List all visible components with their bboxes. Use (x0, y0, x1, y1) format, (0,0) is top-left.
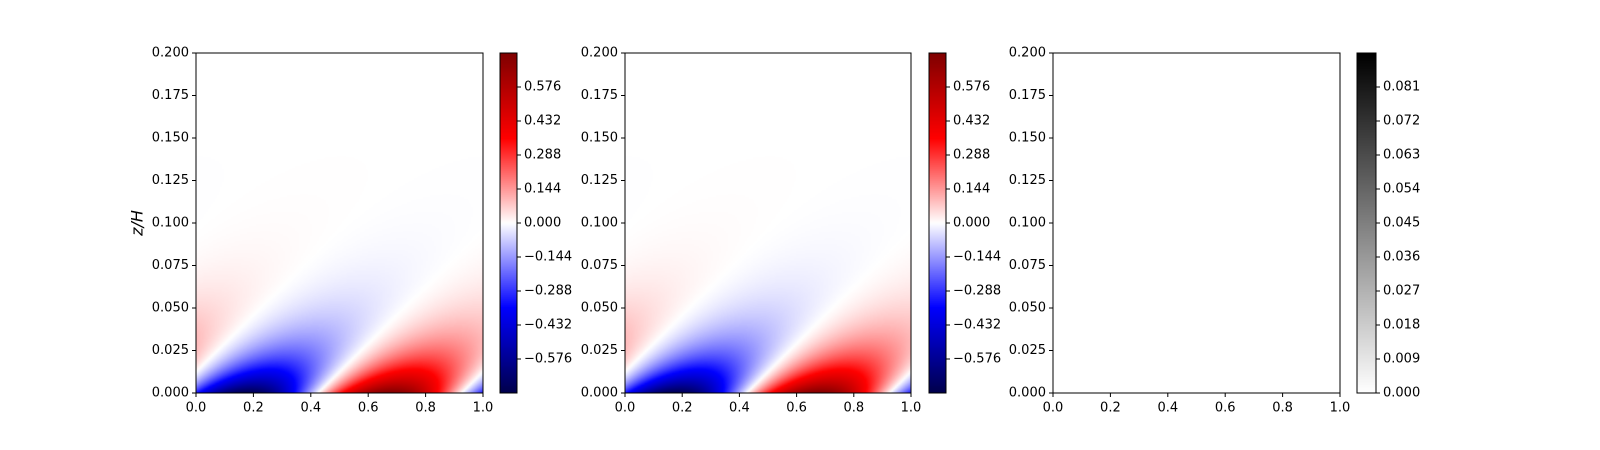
colorbar-tick-label: 0.018 (1383, 318, 1420, 333)
x-tick-label: 0.6 (786, 401, 807, 416)
y-tick-label: 0.050 (581, 301, 618, 316)
heatmap-image-2 (625, 53, 911, 393)
y-tick-label: 0.150 (1009, 131, 1046, 146)
x-tick-label: 0.8 (415, 401, 436, 416)
x-tick-label: 0.0 (1043, 401, 1064, 416)
colorbar-ticks-3: 0.081 0.072 0.063 0.054 0.045 0.036 0.027 0.018… (1376, 80, 1420, 401)
y-tick-label: 0.175 (581, 88, 618, 103)
colorbar-tick-label: −0.288 (524, 284, 572, 299)
y-tick-label: 0.100 (1009, 216, 1046, 231)
y-tick-label: 0.175 (1009, 88, 1046, 103)
y-tick-label: 0.125 (1009, 173, 1046, 188)
x-tick-label: 0.4 (300, 401, 321, 416)
colorbar-tick-label: 0.144 (953, 182, 990, 197)
x-ticks-2: 0.0 0.2 0.4 0.6 0.8 1.0 (615, 393, 922, 416)
colorbar-tick-label: 0.063 (1383, 148, 1420, 163)
heatmap-image-1 (196, 53, 483, 393)
colorbar-tick-label: 0.081 (1383, 80, 1420, 95)
x-tick-label: 0.2 (1100, 401, 1121, 416)
x-ticks-3: 0.0 0.2 0.4 0.6 0.8 1.0 (1043, 393, 1351, 416)
y-tick-label: 0.100 (581, 216, 618, 231)
x-tick-label: 0.4 (1157, 401, 1178, 416)
y-tick-label: 0.200 (152, 46, 189, 61)
x-tick-label: 0.6 (1215, 401, 1236, 416)
y-tick-label: 0.200 (581, 46, 618, 61)
colorbar-tick-label: 0.072 (1383, 114, 1420, 129)
colorbar-tick-label: 0.000 (524, 216, 561, 231)
colorbar-tick-label: −0.288 (953, 284, 1001, 299)
colorbar-tick-label: 0.045 (1383, 216, 1420, 231)
x-tick-label: 0.0 (186, 401, 207, 416)
colorbar-tick-label: 0.432 (953, 114, 990, 129)
y-tick-label: 0.050 (152, 301, 189, 316)
y-tick-label: 0.200 (1009, 46, 1046, 61)
colorbar-tick-label: 0.054 (1383, 182, 1420, 197)
y-ticks-2: 0.000 0.025 0.050 0.075 0.100 0.125 0.150 0.175… (581, 46, 625, 401)
x-tick-label: 0.0 (615, 401, 636, 416)
x-tick-label: 0.2 (672, 401, 693, 416)
x-tick-label: 0.8 (1272, 401, 1293, 416)
colorbar-tick-label: 0.027 (1383, 284, 1420, 299)
y-tick-label: 0.000 (152, 386, 189, 401)
x-tick-label: 0.2 (243, 401, 264, 416)
y-tick-label: 0.000 (1009, 386, 1046, 401)
colorbar-tick-label: 0.009 (1383, 352, 1420, 367)
colorbar-ticks-1: 0.576 0.432 0.288 0.144 0.000 −0.144 −0.288 −0.… (517, 80, 572, 367)
panel-3: 0.0 0.2 0.4 0.6 0.8 1.0 0.0000.0250.0500.0750… (1009, 46, 1420, 416)
y-tick-label: 0.125 (152, 173, 189, 188)
colorbar-1 (500, 53, 517, 393)
x-tick-label: 0.4 (729, 401, 750, 416)
y-tick-label: 0.025 (152, 343, 189, 358)
x-tick-label: 1.0 (901, 401, 922, 416)
y-axis-label: z/H (128, 210, 147, 237)
colorbar-tick-label: −0.432 (524, 318, 572, 333)
x-tick-label: 1.0 (1330, 401, 1351, 416)
x-tick-label: 0.8 (843, 401, 864, 416)
colorbar-tick-label: 0.000 (1383, 386, 1420, 401)
colorbar-tick-label: 0.288 (524, 148, 561, 163)
colorbar-ticks-2: 0.576 0.432 0.288 0.144 0.000 −0.144 −0.288 −0.… (946, 80, 1001, 367)
colorbar-tick-label: 0.432 (524, 114, 561, 129)
y-ticks-3: 0.000 0.025 0.050 0.075 0.100 0.125 0.150 0.175… (1009, 46, 1053, 401)
colorbar-tick-label: 0.576 (953, 80, 990, 95)
colorbar-tick-label: 0.576 (524, 80, 561, 95)
heatmap-image-3 (1053, 53, 1340, 393)
colorbar-tick-label: −0.576 (524, 352, 572, 367)
y-tick-label: 0.075 (581, 258, 618, 273)
colorbar-3 (1357, 53, 1376, 393)
colorbar-tick-label: −0.144 (524, 250, 572, 265)
y-tick-label: 0.150 (581, 131, 618, 146)
y-tick-label: 0.100 (152, 216, 189, 231)
y-tick-label: 0.075 (1009, 258, 1046, 273)
y-tick-label: 0.150 (152, 131, 189, 146)
y-tick-label: 0.075 (152, 258, 189, 273)
y-tick-label: 0.025 (581, 343, 618, 358)
colorbar-2 (929, 53, 946, 393)
y-tick-label: 0.050 (1009, 301, 1046, 316)
y-ticks-1: 0.000 0.025 0.050 0.075 0.100 0.125 0.150 0.175… (152, 46, 196, 401)
colorbar-tick-label: −0.432 (953, 318, 1001, 333)
colorbar-tick-label: 0.036 (1383, 250, 1420, 265)
y-tick-label: 0.175 (152, 88, 189, 103)
colorbar-tick-label: 0.000 (953, 216, 990, 231)
colorbar-tick-label: 0.288 (953, 148, 990, 163)
colorbar-tick-label: 0.144 (524, 182, 561, 197)
y-tick-label: 0.000 (581, 386, 618, 401)
colorbar-tick-label: −0.144 (953, 250, 1001, 265)
y-tick-label: 0.025 (1009, 343, 1046, 358)
y-tick-label: 0.125 (581, 173, 618, 188)
x-tick-label: 0.6 (358, 401, 379, 416)
panel-1: 0.0 0.2 0.4 0.6 0.8 1.0 0.0000.0250.0500.0750… (128, 46, 573, 416)
x-ticks-1: 0.0 0.2 0.4 0.6 0.8 1.0 (186, 393, 494, 416)
colorbar-tick-label: −0.576 (953, 352, 1001, 367)
x-tick-label: 1.0 (473, 401, 494, 416)
panel-2: 0.0 0.2 0.4 0.6 0.8 1.0 0.0000.0250.0500.0750… (581, 46, 1001, 416)
